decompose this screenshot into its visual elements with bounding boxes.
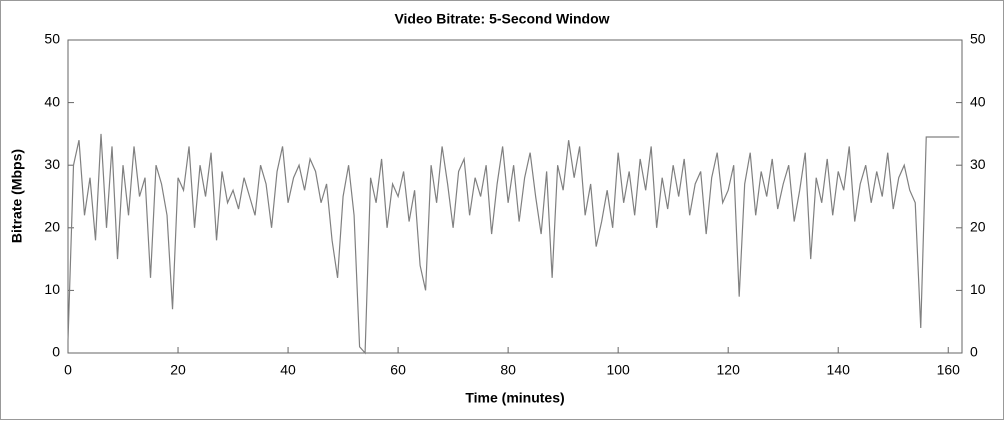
y2-tick-label: 30 [970, 156, 986, 172]
x-axis-label: Time (minutes) [465, 390, 564, 406]
y-tick-label: 0 [52, 344, 60, 360]
x-tick-label: 0 [64, 362, 72, 378]
y2-tick-label: 10 [970, 281, 986, 297]
y-tick-label: 40 [44, 93, 60, 109]
plot-area [67, 39, 963, 354]
x-tick-label: 100 [606, 362, 630, 378]
y-tick-label: 20 [44, 219, 60, 235]
y-tick-label: 10 [44, 281, 60, 297]
chart-title: Video Bitrate: 5-Second Window [394, 11, 609, 27]
y-tick-label: 30 [44, 156, 60, 172]
bitrate-line [67, 133, 960, 355]
x-tick-label: 120 [717, 362, 741, 378]
y2-tick-label: 20 [970, 219, 986, 235]
x-tick-label: 80 [500, 362, 516, 378]
y2-tick-label: 0 [970, 344, 978, 360]
x-tick-label: 60 [390, 362, 406, 378]
y-tick-label: 50 [44, 31, 60, 47]
y-axis-label: Bitrate (Mbps) [9, 149, 25, 243]
x-tick-label: 140 [827, 362, 851, 378]
y2-tick-label: 50 [970, 31, 986, 47]
x-tick-label: 160 [937, 362, 961, 378]
x-tick-label: 40 [280, 362, 296, 378]
y2-tick-label: 40 [970, 93, 986, 109]
x-tick-label: 20 [170, 362, 186, 378]
